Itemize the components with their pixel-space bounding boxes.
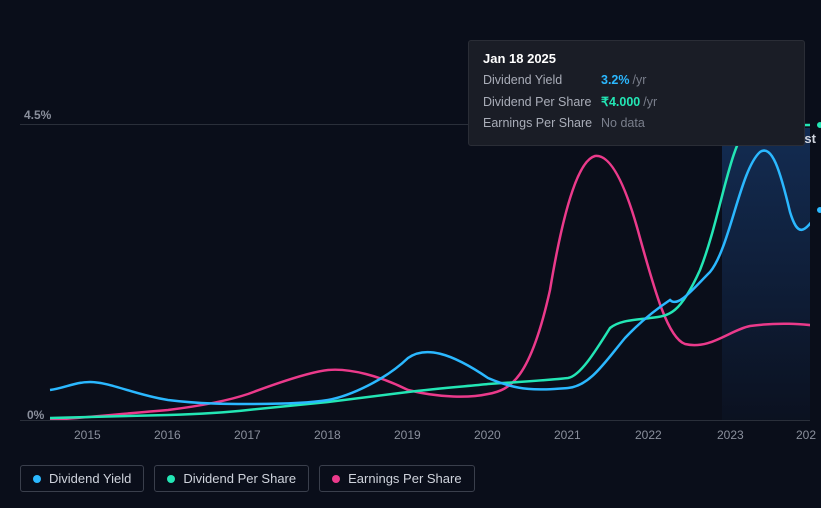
- tooltip-value: No data: [601, 115, 645, 133]
- x-axis: 201520162017201820192020202120222023202: [20, 428, 810, 448]
- x-axis-tick: 2022: [635, 428, 662, 442]
- x-axis-tick: 202: [796, 428, 816, 442]
- tooltip-value: ₹4.000/yr: [601, 94, 657, 112]
- legend-dot-icon: [167, 475, 175, 483]
- x-axis-tick: 2015: [74, 428, 101, 442]
- legend-dot-icon: [33, 475, 41, 483]
- x-axis-tick: 2020: [474, 428, 501, 442]
- x-axis-tick: 2018: [314, 428, 341, 442]
- series-dividend-per-share: [50, 125, 810, 418]
- tooltip-date: Jan 18 2025: [483, 51, 790, 66]
- x-axis-tick: 2021: [554, 428, 581, 442]
- tooltip-row-dividend-yield: Dividend Yield 3.2%/yr: [483, 70, 790, 92]
- tooltip-key: Earnings Per Share: [483, 115, 601, 133]
- x-axis-tick: 2017: [234, 428, 261, 442]
- gridline-bottom: [20, 420, 810, 421]
- tooltip-row-earnings-per-share: Earnings Per Share No data: [483, 113, 790, 135]
- legend-item-dividend-yield[interactable]: Dividend Yield: [20, 465, 144, 492]
- series-endpoint-dividend-yield: [815, 205, 821, 215]
- x-axis-tick: 2023: [717, 428, 744, 442]
- tooltip-key: Dividend Yield: [483, 72, 601, 90]
- chart-tooltip: Jan 18 2025 Dividend Yield 3.2%/yr Divid…: [468, 40, 805, 146]
- x-axis-tick: 2019: [394, 428, 421, 442]
- chart-legend: Dividend Yield Dividend Per Share Earnings…: [20, 465, 475, 492]
- tooltip-row-dividend-per-share: Dividend Per Share ₹4.000/yr: [483, 92, 790, 114]
- legend-dot-icon: [332, 475, 340, 483]
- legend-item-earnings-per-share[interactable]: Earnings Per Share: [319, 465, 474, 492]
- legend-item-dividend-per-share[interactable]: Dividend Per Share: [154, 465, 309, 492]
- line-chart: [20, 120, 810, 420]
- series-endpoint-dividend-per-share: [815, 120, 821, 130]
- legend-label: Dividend Per Share: [183, 471, 296, 486]
- tooltip-value: 3.2%/yr: [601, 72, 646, 90]
- legend-label: Earnings Per Share: [348, 471, 461, 486]
- x-axis-tick: 2016: [154, 428, 181, 442]
- legend-label: Dividend Yield: [49, 471, 131, 486]
- tooltip-key: Dividend Per Share: [483, 94, 601, 112]
